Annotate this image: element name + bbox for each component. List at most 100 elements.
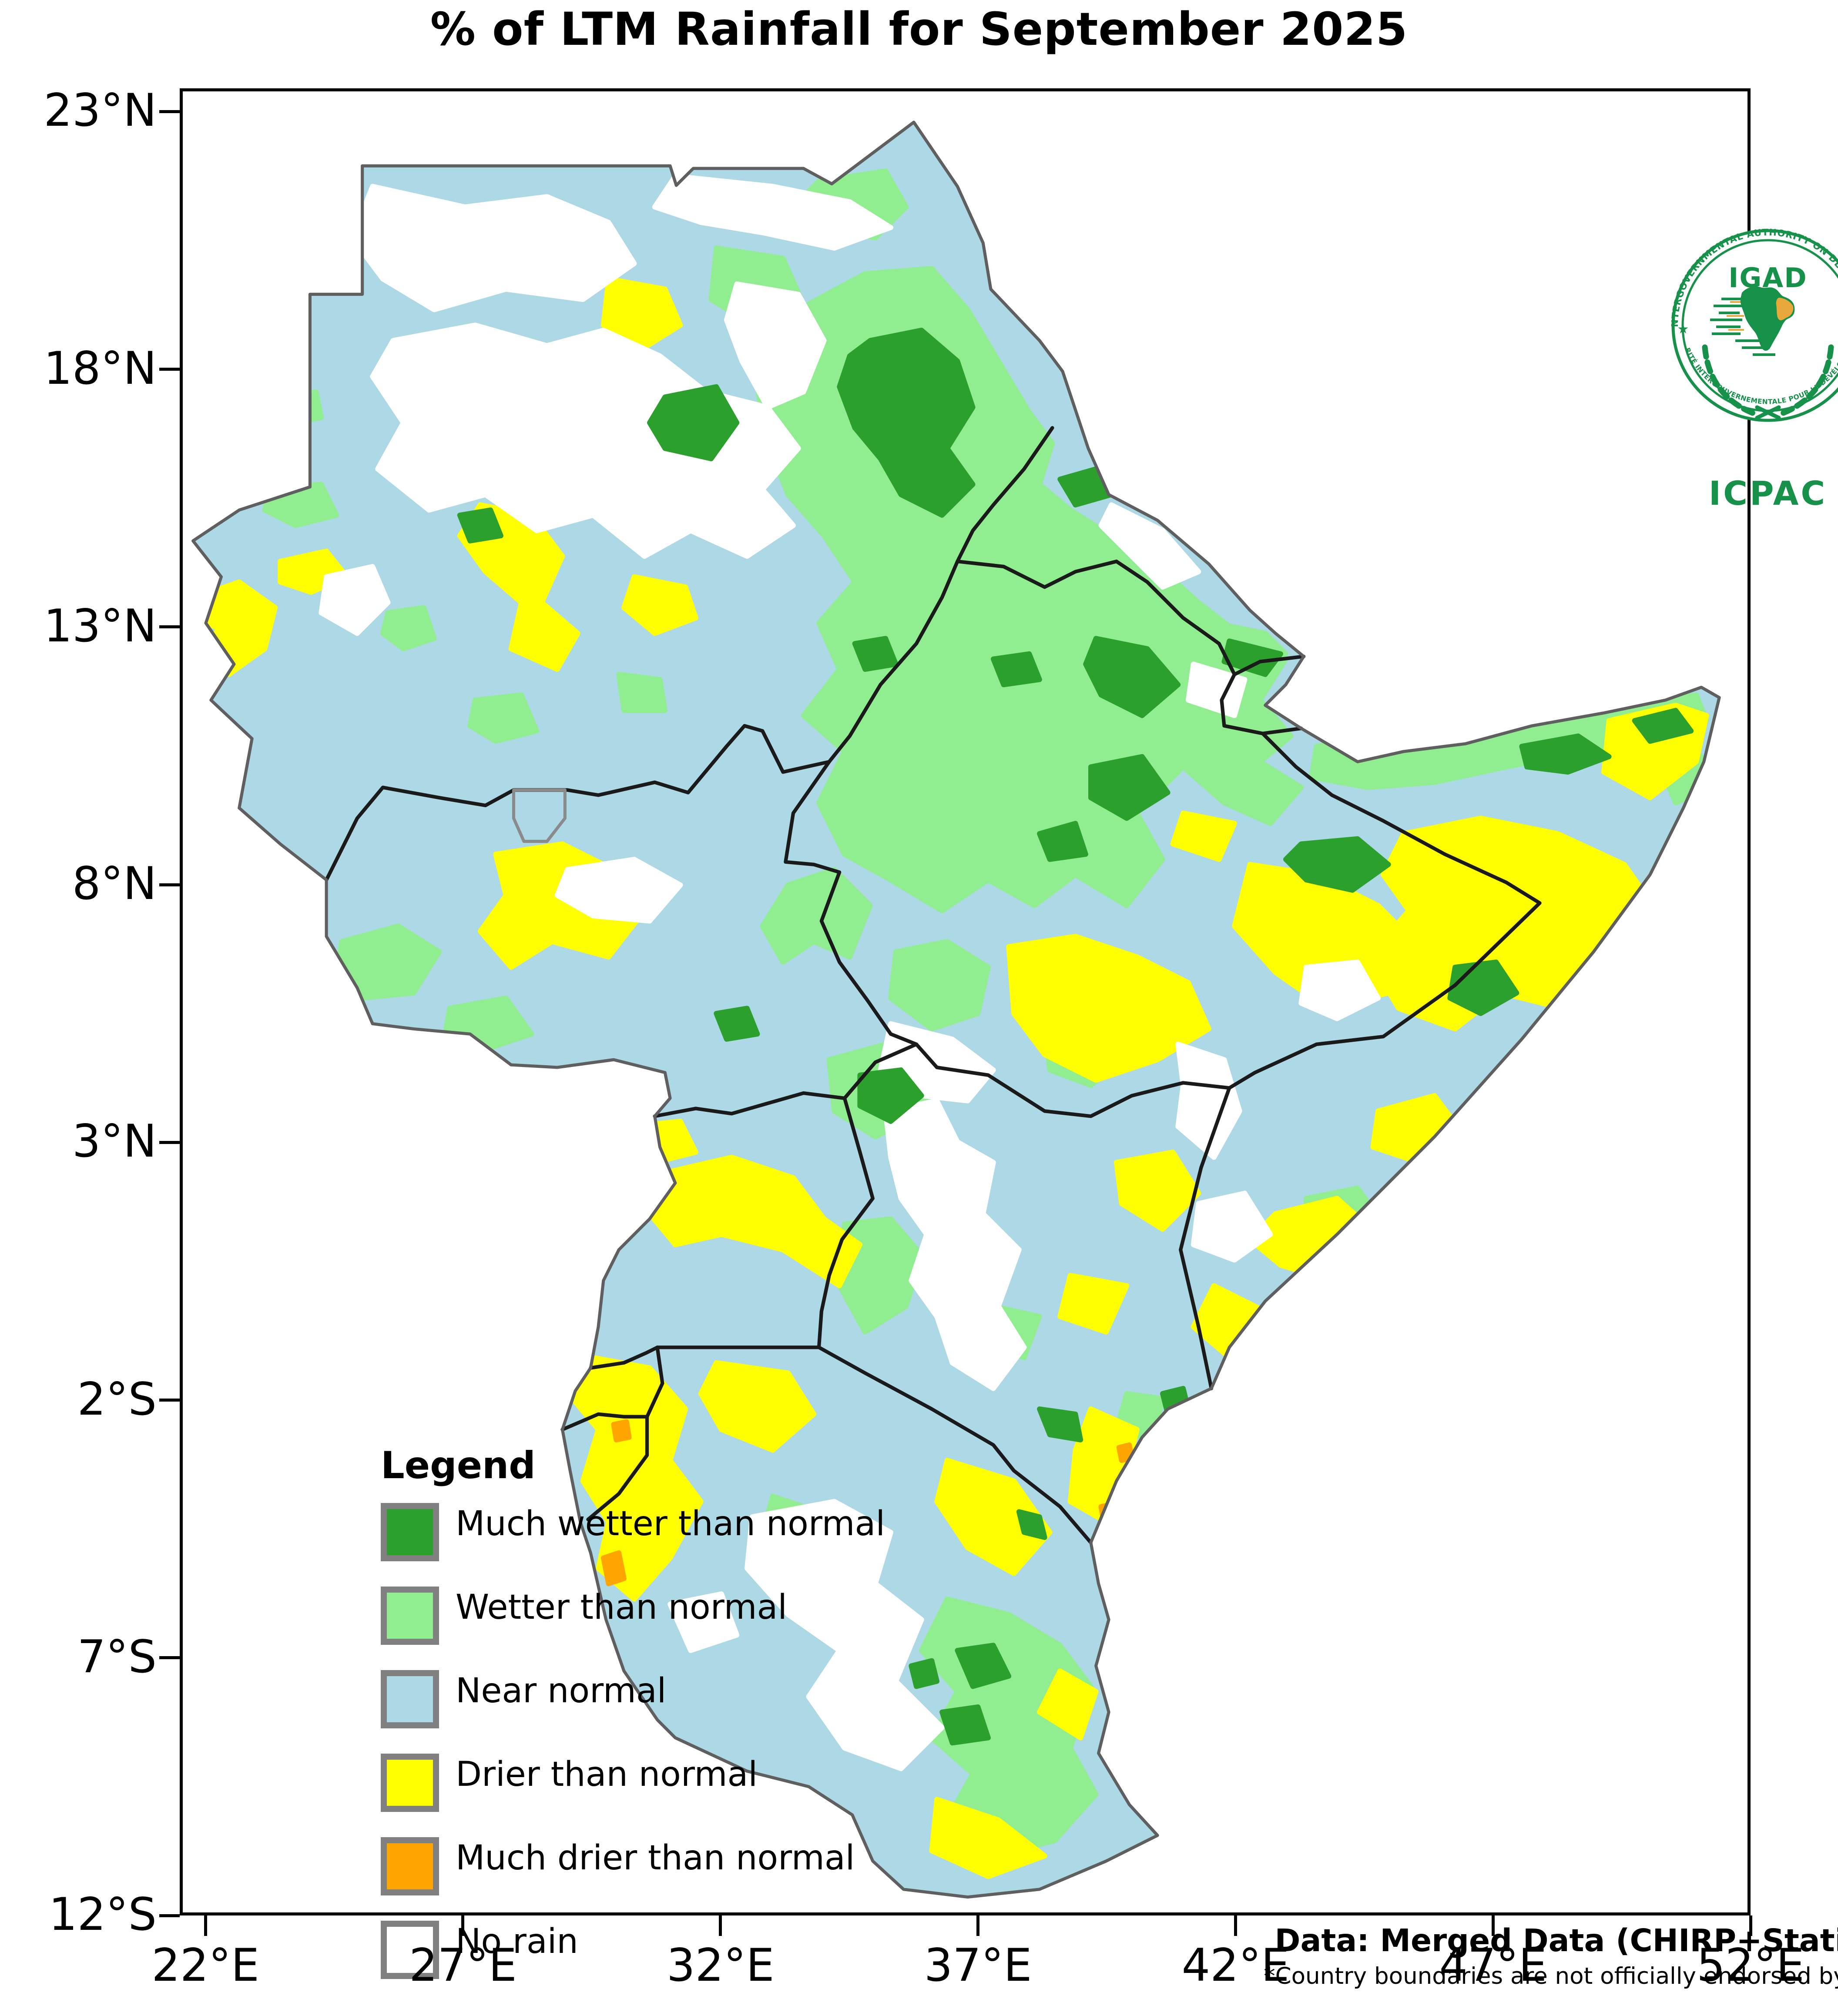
legend-swatch-norain [381, 1921, 439, 1979]
patch-dry [1057, 1273, 1130, 1335]
logo-star-left: ★ [1677, 322, 1689, 337]
patch-dry [929, 1797, 1047, 1879]
patch-norain [724, 281, 827, 410]
legend-item-wet: Wetter than normal [381, 1587, 929, 1645]
y-tick-mark [159, 110, 180, 113]
legend-label-dry: Drier than normal [456, 1755, 758, 1794]
patch-norain [370, 322, 801, 559]
legend-swatch-vdry [381, 1837, 439, 1895]
y-tick-mark [159, 625, 180, 629]
border-rwanda-burundi [560, 1412, 649, 1432]
legend-label-vwet: Much wetter than normal [456, 1504, 885, 1543]
logo-center-name: ICPAC [1709, 474, 1827, 513]
patch-dry [621, 574, 698, 636]
x-tick-label: 37°E [924, 1939, 1032, 1992]
x-tick-mark [1491, 1915, 1495, 1936]
y-tick-label: 7°S [77, 1630, 157, 1683]
patch-vwet [1037, 1406, 1083, 1442]
patch-vwet [955, 1643, 1012, 1689]
border-abyei-box [512, 788, 567, 843]
y-tick-label: 23°N [44, 84, 157, 137]
patch-dry [1114, 1149, 1201, 1232]
legend-swatch-vwet [381, 1503, 439, 1561]
border-uganda-rwanda [589, 1345, 659, 1370]
patch-wet [380, 605, 437, 651]
legend-item-norain: No rain [381, 1921, 929, 1979]
y-tick-mark [159, 1140, 180, 1144]
patch-wet [760, 867, 873, 965]
rainfall-patches [193, 168, 1714, 1879]
patch-vwet [909, 1658, 940, 1689]
page-title: % of LTM Rainfall for September 2025 [430, 3, 1408, 56]
border-kenya-somalia [1179, 1086, 1231, 1390]
logo-laurel-wreath [1702, 344, 1834, 420]
legend-items: Much wetter than normal Wetter than norma… [381, 1503, 929, 1979]
patch-wet [467, 692, 540, 744]
legend-item-dry: Drier than normal [381, 1754, 929, 1812]
patch-vwet [1632, 708, 1694, 744]
y-tick-mark [159, 1914, 180, 1917]
legend-label-wet: Wetter than normal [456, 1588, 787, 1627]
patch-norain [349, 184, 637, 312]
boundary-disclaimer-note: *Country boundaries are not officially e… [1264, 1963, 1838, 1989]
y-tick-mark [159, 1399, 180, 1402]
country-borders [324, 426, 1542, 1545]
y-tick-label: 3°N [72, 1115, 157, 1168]
y-tick-mark [159, 1656, 180, 1660]
x-tick-mark [461, 1915, 465, 1936]
patch-norain [1191, 1191, 1273, 1263]
border-sudan-southsudan [324, 724, 831, 882]
igad-icpac-logo: INTERGOVERNMENTAL AUTHORITY ON DEVELOPME… [1667, 212, 1838, 513]
border-uganda-kenya [817, 1096, 875, 1349]
data-source-note: Data: Merged Data (CHIRP+Stations) [1275, 1922, 1838, 1959]
patch-norain [554, 856, 683, 924]
patch-dry [600, 276, 683, 354]
x-tick-label: 52°E [1697, 1939, 1804, 1992]
y-tick-label: 12°S [49, 1889, 157, 1941]
x-tick-label: 47°E [1439, 1939, 1547, 1992]
patch-vwet [714, 1006, 760, 1042]
y-tick-label: 2°S [77, 1373, 157, 1426]
border-burundi-tanzania [586, 1415, 649, 1522]
border-rwanda-tanzania [645, 1345, 664, 1419]
patch-dry [570, 1355, 704, 1602]
patch-norain [319, 564, 391, 636]
patch-norain [667, 1591, 740, 1653]
border-uganda-southsudan [653, 1091, 847, 1118]
x-tick-label: 32°E [666, 1939, 775, 1992]
patch-norain [1175, 1041, 1242, 1160]
legend-title: Legend [381, 1444, 536, 1487]
patch-vwet [1519, 733, 1612, 775]
logo-africa-map [1710, 286, 1795, 356]
y-tick-label: 18°N [44, 342, 157, 395]
legend-swatch-norm [381, 1670, 439, 1728]
legend-label-norain: No rain [456, 1922, 578, 1961]
map-annotations: Data: Merged Data (CHIRP+Stations) *Coun… [1118, 1922, 1838, 1989]
patch-vwet [990, 651, 1042, 688]
x-tick-label: 42°E [1181, 1939, 1290, 1992]
x-tick-mark [719, 1915, 722, 1936]
patch-norain [1098, 502, 1201, 590]
patch-dry [698, 1360, 817, 1453]
patch-vwet [857, 1067, 924, 1124]
legend-item-norm: Near normal [381, 1670, 929, 1728]
x-tick-mark [204, 1915, 207, 1936]
y-tick-mark [159, 368, 180, 371]
legend-swatch-dry [381, 1754, 439, 1812]
border-eritrea-djibouti [1232, 654, 1306, 677]
patch-norain [1298, 959, 1381, 1021]
patch-dry [457, 502, 580, 672]
patch-vwet [457, 507, 503, 543]
x-tick-mark [1749, 1915, 1752, 1936]
x-tick-label: 27°E [409, 1939, 517, 1992]
patch-dry [647, 1154, 863, 1288]
border-kenya-tanzania [817, 1345, 1093, 1545]
patch-vwet [647, 384, 740, 461]
legend-swatch-wet [381, 1587, 439, 1645]
patch-dry [934, 1458, 1053, 1576]
patch-vdry [1663, 887, 1684, 911]
patch-vwet [1283, 836, 1391, 893]
map-legend: Legend Much wetter than normal Wetter tha… [381, 1444, 929, 2004]
patch-vwet [852, 636, 899, 672]
